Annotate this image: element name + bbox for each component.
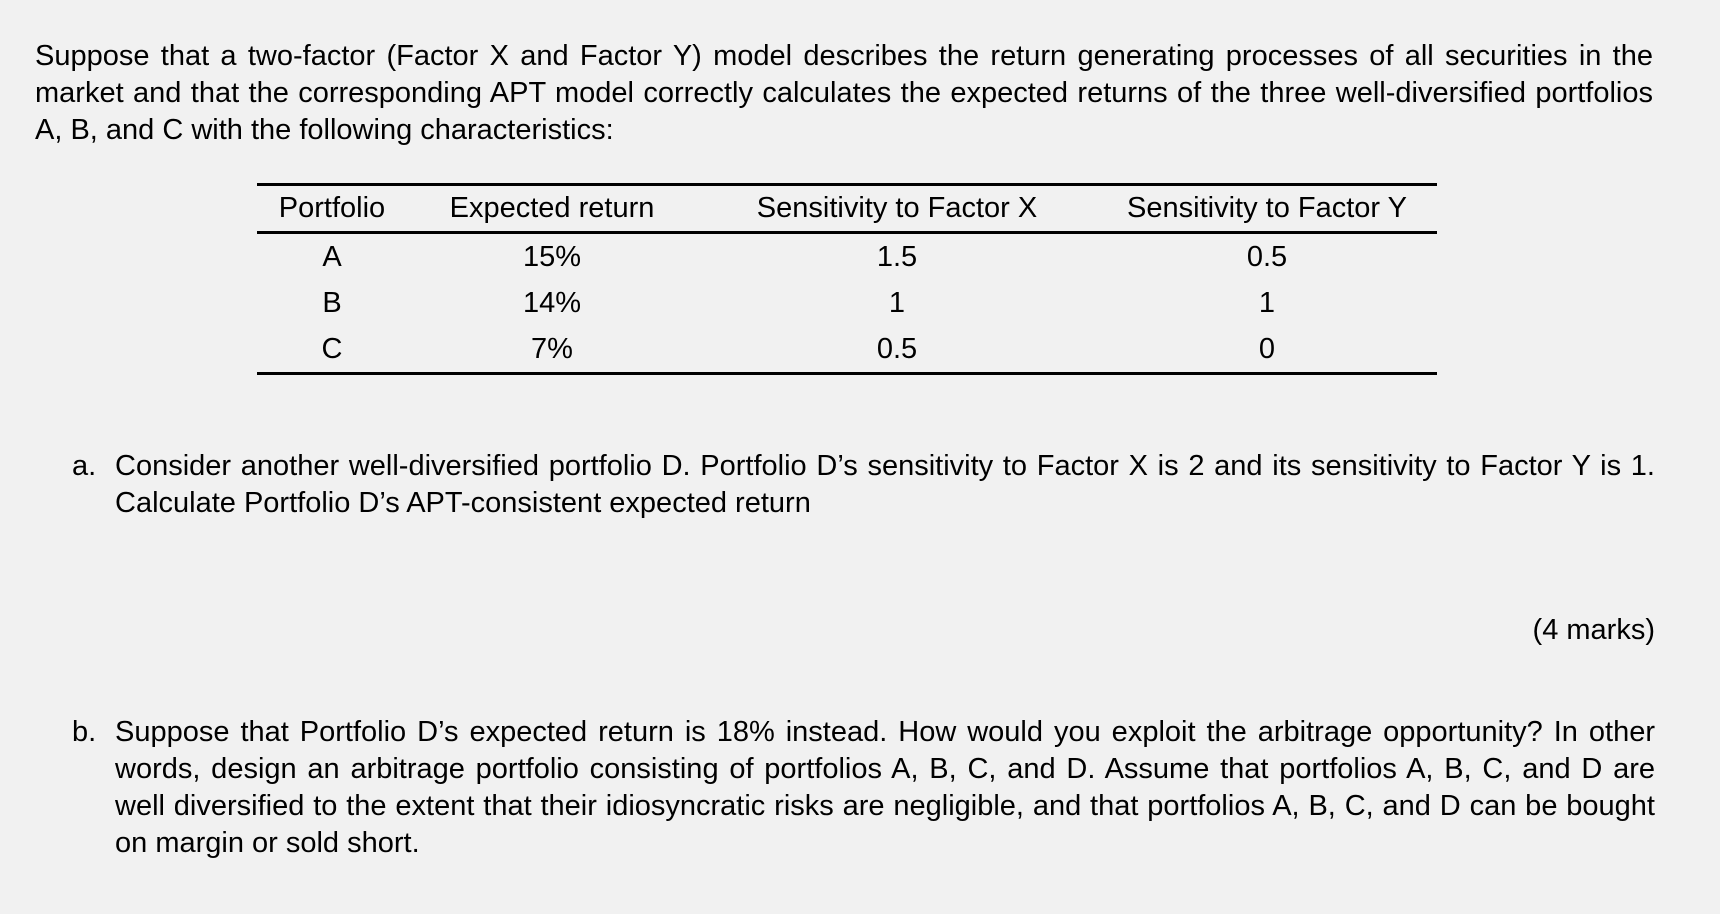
table-header-sensitivity-y: Sensitivity to Factor Y — [1097, 184, 1437, 234]
table-cell-sensitivity-x: 0.5 — [876, 332, 918, 365]
question-a-text: Consider another well-diversified portfo… — [115, 450, 1655, 519]
portfolio-characteristics-table: Portfolio Expected return Sensitivity to… — [257, 183, 1437, 375]
question-a: a. Consider another well-diversified por… — [72, 448, 1655, 522]
table-cell-sensitivity-x: 1 — [888, 286, 906, 319]
table-cell-expected-return: 7% — [531, 332, 573, 365]
table-cell-sensitivity-y: 0 — [1258, 332, 1276, 365]
table-row: B 14% 1 1 — [257, 280, 1437, 326]
table-cell-sensitivity-x: 1.5 — [876, 240, 918, 273]
table-cell-expected-return: 15% — [522, 240, 582, 273]
table-header-sensitivity-x: Sensitivity to Factor X — [697, 184, 1097, 234]
table-row: A 15% 1.5 0.5 — [257, 233, 1437, 281]
table-header-row: Portfolio Expected return Sensitivity to… — [257, 184, 1437, 234]
question-b-text: Suppose that Portfolio D’s expected retu… — [115, 716, 1655, 859]
table-cell-portfolio: C — [321, 332, 343, 365]
table-header-expected-return: Expected return — [407, 184, 697, 234]
marks-label: (4 marks) — [1532, 614, 1655, 646]
table-cell-sensitivity-y: 1 — [1258, 286, 1276, 319]
intro-paragraph: Suppose that a two-factor (Factor X and … — [35, 40, 1653, 146]
table-cell-portfolio: A — [322, 240, 342, 273]
question-b-label: b. — [72, 716, 97, 748]
table-cell-portfolio: B — [322, 286, 342, 319]
table-cell-sensitivity-y: 0.5 — [1246, 240, 1288, 273]
question-a-label: a. — [72, 450, 97, 482]
question-b: b. Suppose that Portfolio D’s expected r… — [72, 714, 1655, 862]
table-header-portfolio: Portfolio — [257, 184, 407, 234]
table-cell-expected-return: 14% — [522, 286, 582, 319]
table-row: C 7% 0.5 0 — [257, 326, 1437, 374]
